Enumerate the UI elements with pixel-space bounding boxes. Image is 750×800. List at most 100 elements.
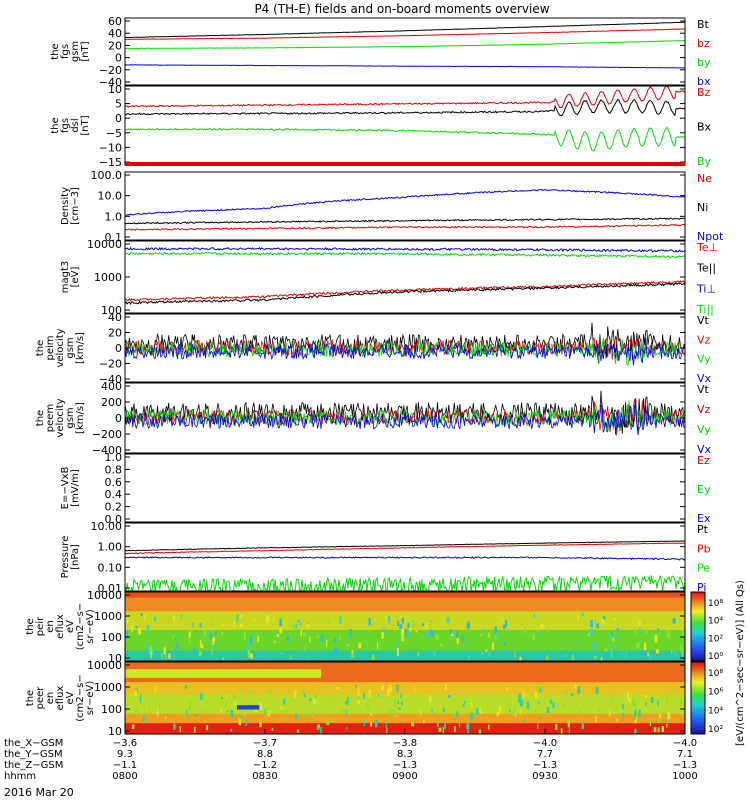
- spectrogram-cell: [201, 644, 204, 649]
- spectrogram-cell: [539, 688, 542, 693]
- spectrogram-cell: [656, 649, 659, 654]
- spectrogram-cell: [211, 620, 214, 627]
- colorbar-1: [690, 591, 706, 662]
- spectrogram-cell: [649, 655, 652, 661]
- spectrogram-cell: [381, 685, 384, 691]
- spectrogram-cell: [156, 708, 159, 717]
- spectrogram-cell: [236, 614, 239, 623]
- spectrogram-cell: [359, 631, 361, 635]
- y-tick-label: 1.0: [105, 210, 123, 223]
- spectrogram-cell: [299, 623, 302, 626]
- x-row-value: 7.1: [677, 749, 693, 760]
- spectrogram-cell: [554, 724, 558, 730]
- legend-entry-2: Ni: [697, 201, 708, 214]
- y-tick-label: 100: [101, 631, 122, 644]
- spectrogram-cell: [149, 645, 153, 654]
- spectrogram-cell: [276, 634, 279, 637]
- spectrogram-cell: [616, 718, 618, 722]
- spectrogram-cell: [249, 688, 252, 695]
- series-line-ni: [124, 217, 686, 225]
- spectrogram-cell: [538, 701, 540, 704]
- spectrogram-cell: [508, 709, 511, 713]
- spectrogram-cell: [487, 724, 490, 730]
- spectrogram-cell: [220, 707, 223, 713]
- y-axis-label-line: magt3: [60, 261, 71, 294]
- spectrogram-cell: [295, 623, 297, 630]
- spectrogram-cell: [581, 722, 584, 730]
- panel-frame: [124, 240, 686, 314]
- spectrogram-cell: [625, 651, 627, 659]
- spectrogram-cell: [368, 618, 371, 626]
- spectrogram-cell: [488, 632, 490, 638]
- y-tick-label: 10000: [87, 589, 122, 602]
- spectrogram-cell: [179, 726, 181, 733]
- spectrogram-cell: [682, 649, 684, 657]
- spectrogram-band: [125, 713, 685, 724]
- panel-4: 10000 1000 100 magt3 [eV] Te⊥ Te|| Ti⊥ Ti||: [60, 238, 718, 317]
- colorbars: 10⁸ 10⁴ 10² 10⁰ 10⁸ 10⁶ 10⁴ 10² [eV/(cm^2−sec−sr…: [690, 580, 746, 746]
- panel-frame: [124, 171, 686, 241]
- spectrogram-cell: [172, 652, 175, 659]
- spectrogram-cell: [491, 642, 494, 650]
- y-tick-label: 0.2: [105, 501, 123, 514]
- series-line-ne: [124, 223, 686, 231]
- spectrogram-cell: [303, 693, 306, 698]
- spectrogram-cell: [134, 708, 138, 712]
- spectrogram-cell: [665, 716, 667, 723]
- spectrogram-cell: [644, 694, 647, 698]
- spectrogram-cell: [383, 626, 385, 634]
- legend-entry-3: By: [697, 155, 712, 168]
- spectrogram-cell: [268, 689, 272, 695]
- spectrogram-cell: [293, 690, 297, 698]
- spectrogram-cell: [436, 722, 439, 727]
- spectrogram-cell: [462, 703, 465, 708]
- x-row-value: 0830: [252, 771, 277, 782]
- spectrogram-cell: [410, 649, 413, 657]
- spectrogram-cell: [626, 692, 629, 700]
- spectrogram-cell: [446, 617, 450, 623]
- y-axis-label-line: eV: [65, 691, 76, 704]
- spectrogram-cell: [533, 613, 535, 618]
- spectrogram-cell: [168, 653, 171, 659]
- y-axis-label-line: fgs: [60, 118, 71, 133]
- spectrogram-cell: [479, 707, 482, 714]
- spectrogram-cell: [127, 619, 129, 625]
- spectrogram-cell: [641, 649, 643, 657]
- x-row-label: the_Y−GSM: [4, 749, 63, 760]
- spectrogram-cell: [581, 613, 584, 617]
- y-tick-label: 0: [115, 412, 122, 425]
- spectrogram-cell: [399, 615, 402, 619]
- x-row-value: −1.1: [113, 760, 137, 771]
- spectrogram-cell: [246, 644, 250, 650]
- y-axis-label-line: dsl: [70, 118, 81, 132]
- spectrogram-cell: [560, 728, 563, 734]
- spectrogram-cell: [221, 624, 224, 627]
- spectrogram-cell: [439, 643, 443, 647]
- spectrogram-cell: [259, 721, 262, 728]
- spectrogram-cell: [351, 649, 353, 653]
- spectrogram-cell: [164, 716, 167, 719]
- y-axis-label-line: (cm2−s−: [75, 674, 86, 721]
- spectrogram-cell: [161, 652, 163, 659]
- spectrogram-cell: [579, 709, 581, 714]
- spectrogram-cell: [400, 693, 402, 699]
- spectrogram-cell: [296, 692, 299, 698]
- spectrogram-cell: [540, 623, 544, 629]
- y-tick-label: 60: [108, 15, 122, 28]
- spectrogram-cell: [414, 685, 416, 692]
- spectrogram-cell: [140, 692, 143, 699]
- series-line-bt: [125, 21, 685, 39]
- spectrogram-cell: [279, 627, 283, 634]
- spectrogram-cell: [456, 711, 459, 718]
- spectrogram-cell: [595, 716, 597, 723]
- spectrogram-cell: [199, 640, 202, 648]
- spectrogram-cell: [523, 719, 526, 723]
- spectrogram-cell: [184, 685, 188, 689]
- spectrogram-cell: [574, 701, 577, 707]
- spectrogram-cell: [498, 706, 502, 714]
- x-row-value: 7.7: [537, 749, 553, 760]
- spectrogram-cell: [280, 651, 284, 655]
- spectrogram-cell: [588, 633, 590, 637]
- spectrogram-cell: [650, 696, 654, 704]
